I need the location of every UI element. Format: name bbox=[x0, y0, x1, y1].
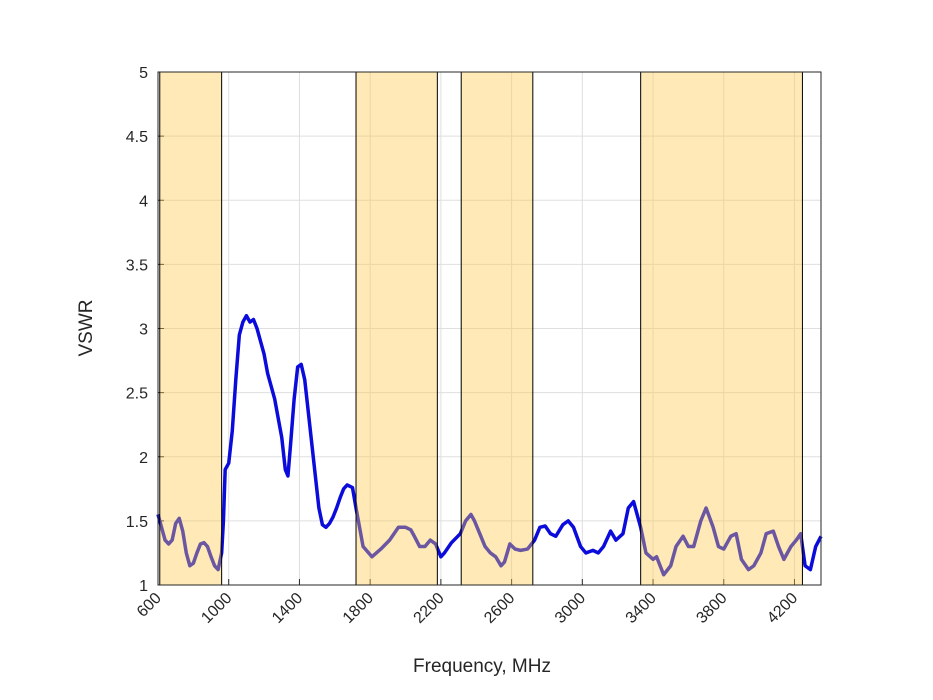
x-tick-label: 3800 bbox=[693, 590, 730, 627]
x-tick-label: 2200 bbox=[411, 590, 448, 627]
x-tick-label: 4200 bbox=[764, 590, 801, 627]
x-tick-label: 3400 bbox=[623, 590, 660, 627]
y-tick-label: 3.5 bbox=[126, 257, 148, 274]
y-tick-label: 4 bbox=[139, 193, 148, 210]
x-tick-label: 2600 bbox=[481, 590, 518, 627]
x-tick-label: 3000 bbox=[552, 590, 589, 627]
y-tick-label: 1 bbox=[139, 578, 148, 595]
band bbox=[159, 71, 223, 586]
y-axis-label: VSWR bbox=[76, 300, 97, 357]
y-tick-label: 5 bbox=[139, 65, 148, 82]
x-tick-label: 1800 bbox=[340, 590, 377, 627]
x-axis-label: Frequency, MHz bbox=[413, 656, 551, 677]
y-tick-label: 2 bbox=[139, 450, 148, 467]
y-tick-label: 2.5 bbox=[126, 386, 148, 403]
y-tick-label: 1.5 bbox=[126, 514, 148, 531]
y-tick-label: 3 bbox=[139, 322, 148, 339]
band bbox=[640, 71, 803, 586]
x-tick-label: 1400 bbox=[269, 590, 306, 627]
band bbox=[355, 71, 438, 586]
x-tick-label: 1000 bbox=[198, 590, 235, 627]
band bbox=[460, 71, 534, 586]
axes-box bbox=[157, 71, 822, 586]
y-tick-label: 4.5 bbox=[126, 129, 148, 146]
data-line bbox=[156, 313, 823, 577]
